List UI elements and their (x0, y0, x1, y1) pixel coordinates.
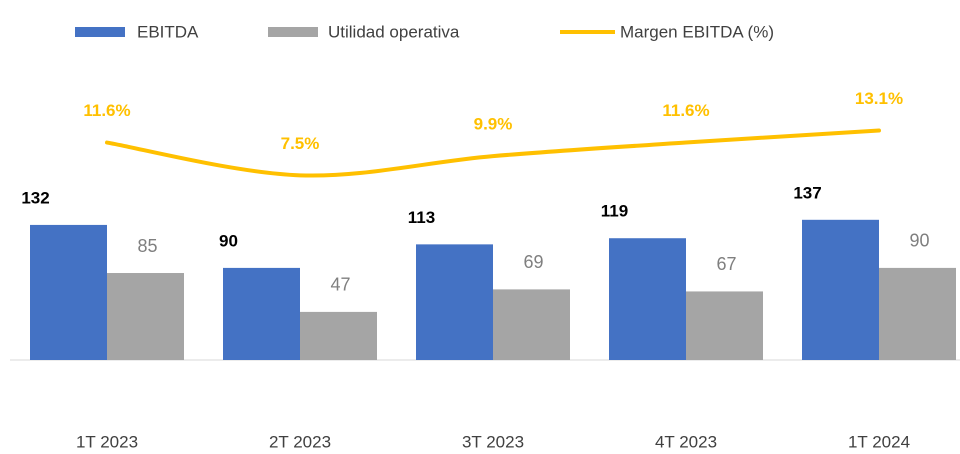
value-label: 119 (601, 202, 628, 221)
value-label: 67 (716, 254, 736, 274)
bar (223, 267, 300, 360)
value-label: 90 (909, 231, 929, 251)
value-label: 132 (21, 188, 49, 207)
x-tick-label: 1T 2024 (848, 432, 910, 451)
x-tick-label: 3T 2023 (462, 432, 524, 451)
legend-label: EBITDA (137, 22, 199, 41)
value-label: 47 (330, 275, 350, 295)
x-tick-label: 2T 2023 (269, 432, 331, 451)
legend-swatch (75, 27, 125, 37)
value-label: 11.6% (83, 101, 130, 120)
legend-label: Utilidad operativa (328, 22, 460, 41)
bar (107, 273, 184, 360)
value-label: 11.6% (662, 101, 709, 120)
value-label: 137 (793, 183, 821, 202)
line (105, 128, 881, 178)
value-label: 13.1% (855, 89, 903, 108)
bar (609, 238, 686, 360)
x-tick-label: 1T 2023 (76, 432, 138, 451)
value-label: 69 (523, 252, 543, 272)
value-label: 90 (219, 231, 238, 250)
value-label: 113 (408, 208, 435, 227)
bar (802, 219, 879, 360)
legend-swatch (268, 27, 318, 37)
value-label: 7.5% (281, 134, 320, 153)
bar (686, 291, 763, 360)
x-tick-label: 4T 2023 (655, 432, 717, 451)
legend-label: Margen EBITDA (%) (620, 22, 774, 41)
bar (30, 224, 107, 360)
bar (416, 244, 493, 360)
value-label: 85 (137, 236, 157, 256)
bar (493, 289, 570, 360)
value-label: 9.9% (474, 115, 513, 134)
bar (300, 311, 377, 360)
bar (879, 267, 956, 360)
